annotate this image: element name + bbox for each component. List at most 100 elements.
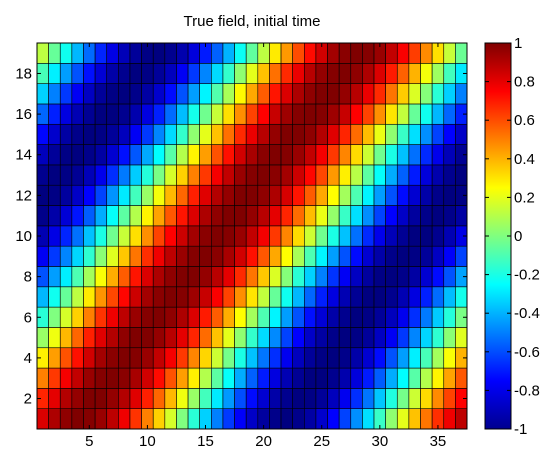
heatmap-cell [48,205,61,227]
heatmap-cell [338,225,352,247]
heatmap-cell [327,286,340,308]
heatmap-cell [327,225,340,247]
heatmap-cell [106,266,119,288]
heatmap-cell [211,266,224,288]
heatmap-cell [408,408,421,430]
heatmap-cell [152,347,166,369]
heatmap-cell [199,123,212,145]
heatmap-cell [303,286,317,308]
heatmap-cell [187,245,201,267]
heatmap-cell [129,42,142,64]
heatmap-cell [222,83,235,105]
heatmap-cell [373,123,386,145]
heatmap-cell [176,205,189,227]
heatmap-cell [327,164,340,186]
heatmap-cell [338,347,352,369]
heatmap-cell [431,144,445,166]
heatmap-cell [199,63,212,84]
heatmap-cell [443,245,456,267]
heatmap-cell [396,205,410,227]
heatmap-cell [315,367,328,389]
heatmap-cell [36,205,49,227]
heatmap-cell [234,103,247,125]
heatmap-cell [71,408,84,430]
heatmap-cell [280,327,293,349]
heatmap-cell [106,123,119,145]
heatmap-cell [94,327,108,349]
heatmap-cell [164,103,177,125]
heatmap-cell [408,103,421,125]
heatmap-cell [269,42,282,64]
heatmap-cell [187,63,201,84]
heatmap-cell [303,103,317,125]
heatmap-cell [94,184,108,206]
heatmap-cell [408,327,421,349]
heatmap-cell [211,306,224,328]
heatmap-cell [443,408,456,430]
heatmap-cell [36,245,49,267]
heatmap-cell [94,42,108,64]
heatmap-cell [36,83,49,105]
heatmap-cell [420,266,433,288]
heatmap-cell [362,184,375,206]
heatmap-cell [431,286,445,308]
heatmap-cell [118,205,131,227]
heatmap-cell [269,225,282,247]
heatmap-cell [257,144,270,166]
heatmap-cell [420,408,433,430]
heatmap-cell [385,225,398,247]
heatmap-cell [176,63,189,84]
heatmap-cell [118,286,131,308]
heatmap-cell [222,225,235,247]
heatmap-cell [338,83,352,105]
y-tick-label: 6 [24,309,32,326]
heatmap-cell [257,63,270,84]
heatmap-cell [129,103,142,125]
heatmap-cell [269,83,282,105]
heatmap-cell [152,306,166,328]
heatmap-cell [303,184,317,206]
heatmap-cell [245,327,259,349]
heatmap-cell [106,388,119,409]
heatmap-cell [245,306,259,328]
heatmap-cell [350,205,363,227]
heatmap-cell [280,123,293,145]
heatmap-cell [315,83,328,105]
heatmap-cell [59,205,73,227]
heatmap-cell [257,388,270,409]
heatmap-cell [48,245,61,267]
heatmap-cell [315,347,328,369]
heatmap-cell [36,164,49,186]
heatmap-cell [292,42,305,64]
heatmap-cell [420,164,433,186]
heatmap-cell [338,184,352,206]
heatmap-cell [176,306,189,328]
heatmap-cell [36,327,49,349]
heatmap-cell [292,225,305,247]
heatmap-cell [373,103,386,125]
x-tick-label: 25 [313,433,330,449]
heatmap-cell [141,184,154,206]
heatmap-cell [257,367,270,389]
heatmap-cell [106,245,119,267]
heatmap-cell [94,347,108,369]
heatmap-cell [234,367,247,389]
heatmap-cell [59,83,73,105]
heatmap-cell [36,42,49,64]
heatmap-cell [83,245,96,267]
heatmap-cell [350,347,363,369]
heatmap-cell [443,144,456,166]
heatmap-cell [118,347,131,369]
heatmap-cell [420,367,433,389]
heatmap-cell [211,42,224,64]
heatmap-cell [269,63,282,84]
heatmap-cell [420,42,433,64]
heatmap-cell [199,327,212,349]
heatmap-cell [280,245,293,267]
heatmap-cell [385,286,398,308]
heatmap-cell [327,205,340,227]
heatmap-cell [222,164,235,186]
heatmap-cell [362,225,375,247]
heatmap-cell [362,266,375,288]
